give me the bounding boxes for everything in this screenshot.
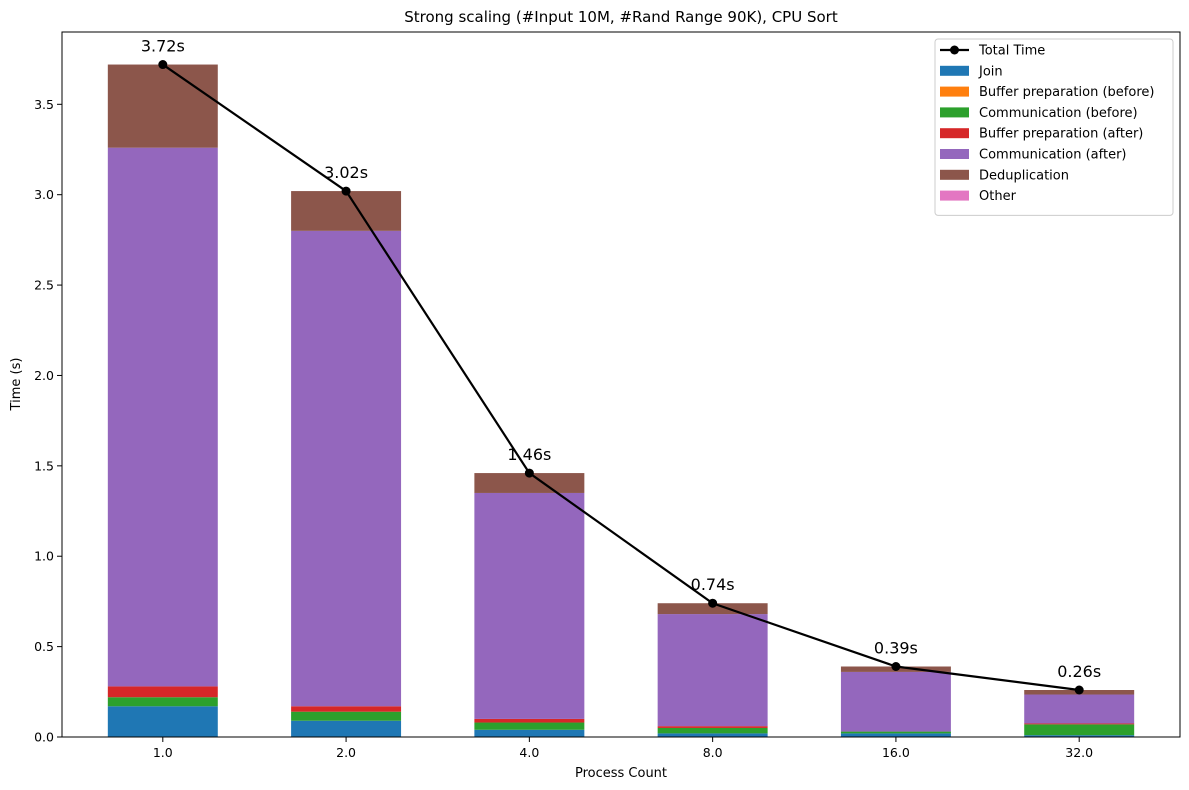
x-tick-label-2: 4.0	[519, 745, 539, 760]
y-axis-label: Time (s)	[9, 358, 24, 412]
legend: Total Time Join Buffer preparation (before…	[934, 38, 1174, 216]
legend-swatch-4	[940, 128, 969, 139]
bar-0-3	[657, 733, 768, 737]
plot-area: 3.72s 3.02s 1.46s 0.74s 0.39s 0.26s	[107, 37, 1135, 737]
bar-0-1	[291, 720, 402, 737]
y-tick-label-3: 1.5	[34, 458, 54, 473]
bar-2-3	[657, 727, 768, 734]
plot-frame	[61, 31, 1181, 738]
total-time-line	[162, 63, 1080, 692]
legend-label-0: Total Time	[978, 44, 1045, 59]
x-tick-label-3: 8.0	[703, 745, 723, 760]
legend-box	[934, 38, 1174, 216]
legend-swatch-3	[940, 107, 969, 118]
legend-swatch-2	[940, 86, 969, 97]
bar-0-4	[840, 733, 951, 737]
legend-label-1: Join	[978, 64, 1003, 79]
total-time-point-3	[708, 598, 718, 608]
bar-4-5	[1024, 694, 1135, 724]
legend-swatch-6	[940, 169, 969, 180]
bar-2-0	[107, 697, 218, 707]
bar-2-2	[474, 722, 585, 730]
total-time-point-5	[1074, 685, 1084, 695]
bar-3-3	[657, 726, 768, 728]
x-tick-label-5: 32.0	[1065, 745, 1093, 760]
bar-2-1	[291, 711, 402, 721]
bar-5-0	[107, 64, 218, 148]
total-time-point-2	[524, 468, 534, 478]
total-time-point-0	[158, 60, 168, 70]
bar-2-5	[1024, 724, 1135, 736]
total-time-label-2: 1.46s	[507, 445, 551, 464]
y-tick-label-0: 0.0	[34, 730, 54, 745]
bar-3-0	[107, 686, 218, 698]
y-tick-label-5: 2.5	[34, 278, 54, 293]
x-tick-label-1: 2.0	[336, 745, 356, 760]
total-time-label-1: 3.02s	[324, 163, 368, 182]
bar-5-3	[657, 603, 768, 615]
y-tick-label-1: 0.5	[34, 639, 54, 654]
y-tick-label-6: 3.0	[34, 187, 54, 202]
legend-label-3: Communication (before)	[979, 106, 1138, 121]
x-tick-label-0: 1.0	[153, 745, 173, 760]
bar-3-1	[291, 706, 402, 712]
bar-3-5	[1024, 723, 1135, 725]
chart-title: Strong scaling (#Input 10M, #Rand Range …	[404, 8, 838, 26]
total-time-point-1	[341, 186, 351, 196]
bar-0-0	[107, 706, 218, 737]
legend-label-6: Deduplication	[979, 168, 1069, 183]
y-tick-label-2: 1.0	[34, 549, 54, 564]
axis-ticks: 0.0 0.5 1.0 1.5 2.0 2.5 3.0 3.5 1.0 2.0 4.0 8.0 16.0…	[34, 97, 1093, 760]
bar-3-2	[474, 718, 585, 723]
legend-label-5: Communication (after)	[979, 148, 1127, 163]
bar-0-2	[474, 729, 585, 737]
legend-swatch-7	[940, 190, 969, 201]
bar-2-4	[840, 731, 951, 734]
total-time-point-4	[891, 662, 901, 671]
legend-swatch-1	[940, 65, 969, 76]
x-axis-label: Process Count	[575, 766, 667, 781]
bar-4-4	[840, 671, 951, 732]
y-tick-label-4: 2.0	[34, 368, 54, 383]
bar-5-2	[474, 473, 585, 493]
total-time-label-0: 3.72s	[141, 37, 185, 56]
bar-4-1	[291, 230, 402, 707]
y-tick-label-7: 3.5	[34, 97, 54, 112]
legend-swatch-5	[940, 149, 969, 159]
total-time-label-5: 0.26s	[1057, 662, 1101, 681]
legend-label-7: Other	[979, 189, 1017, 204]
legend-label-2: Buffer preparation (before)	[979, 85, 1154, 100]
bar-5-1	[291, 191, 402, 231]
legend-line-dot	[950, 45, 959, 55]
bar-4-0	[107, 147, 218, 687]
legend-label-4: Buffer preparation (after)	[979, 127, 1143, 142]
bar-4-3	[657, 614, 768, 727]
bar-4-2	[474, 492, 585, 719]
x-tick-label-4: 16.0	[882, 745, 910, 760]
bar-0-5	[1024, 735, 1135, 737]
total-time-label-4: 0.39s	[874, 639, 918, 658]
total-time-label-3: 0.74s	[691, 575, 735, 594]
